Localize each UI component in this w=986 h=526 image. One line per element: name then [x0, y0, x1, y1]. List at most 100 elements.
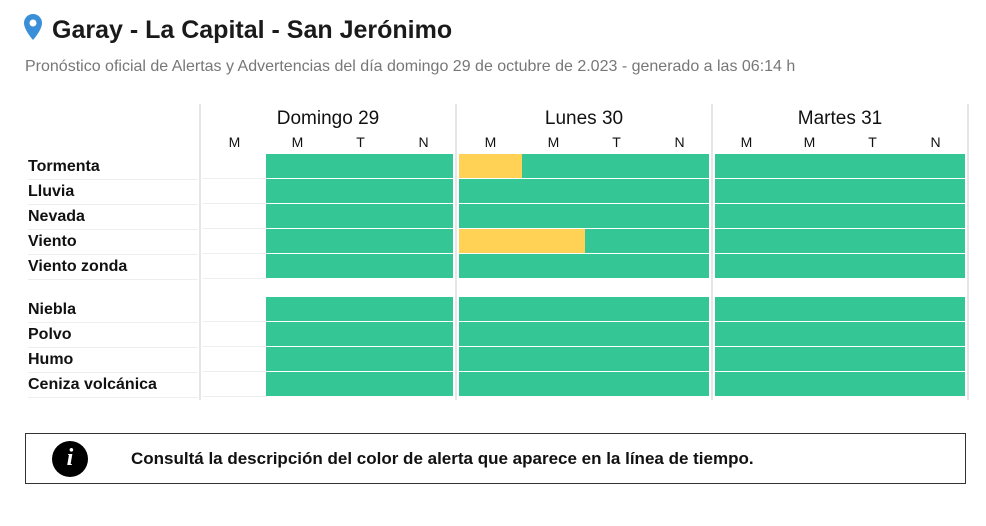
alert-cell-green [329, 297, 393, 321]
phenomenon-label: Nevada [28, 204, 198, 230]
alert-cell-green [266, 229, 330, 253]
alert-cell-green [585, 204, 649, 228]
period-label: M [547, 134, 560, 150]
day-header: Martes 31 [797, 108, 883, 129]
phenomenon-label: Viento zonda [28, 254, 198, 280]
empty-cell [203, 204, 267, 229]
alert-cell-green [904, 154, 965, 178]
alert-cell-green [841, 297, 905, 321]
empty-cell [203, 372, 267, 397]
alert-cell-green [648, 179, 709, 203]
alert-cell-green [648, 254, 709, 278]
period-label: M [484, 134, 497, 150]
alert-cell-yellow [459, 154, 523, 178]
alert-cell-green [266, 297, 330, 321]
alert-cell-green [904, 322, 965, 346]
alert-cell-green [904, 179, 965, 203]
period-label: T [868, 134, 877, 150]
alert-cell-green [585, 322, 649, 346]
alert-cell-green [904, 204, 965, 228]
alert-cell-green [841, 347, 905, 371]
alert-cell-green [459, 204, 523, 228]
alert-cell-green [522, 297, 586, 321]
alert-cell-green [329, 229, 393, 253]
empty-cell [203, 229, 267, 254]
column-divider [711, 104, 713, 400]
phenomenon-label: Humo [28, 347, 198, 373]
alert-cell-green [715, 297, 779, 321]
column-divider [199, 104, 201, 400]
alert-cell-green [329, 254, 393, 278]
alert-cell-green [778, 297, 842, 321]
empty-cell [203, 154, 267, 179]
alert-cell-green [266, 322, 330, 346]
period-label: T [612, 134, 621, 150]
alert-cell-green [904, 229, 965, 253]
alert-cell-green [715, 179, 779, 203]
alert-cell-green [715, 372, 779, 396]
alert-cell-green [841, 254, 905, 278]
alert-cell-green [392, 179, 453, 203]
alert-cell-green [904, 347, 965, 371]
period-label: N [930, 134, 941, 150]
location-name: Garay - La Capital - San Jerónimo [52, 16, 453, 44]
column-divider [967, 104, 969, 400]
alert-cell-green [266, 179, 330, 203]
alert-cell-green [522, 347, 586, 371]
column-divider [455, 104, 457, 400]
alert-cell-green [715, 347, 779, 371]
empty-cell [203, 297, 267, 322]
alert-cell-green [266, 372, 330, 396]
alert-cell-green [522, 254, 586, 278]
alert-cell-green [585, 154, 649, 178]
alert-cell-green [266, 347, 330, 371]
alert-cell-green [841, 204, 905, 228]
alert-cell-green [522, 154, 586, 178]
alert-cell-green [904, 297, 965, 321]
location-pin-icon [24, 14, 42, 47]
period-label: M [740, 134, 753, 150]
phenomenon-label: Viento [28, 229, 198, 255]
phenomenon-label: Lluvia [28, 179, 198, 205]
alert-cell-green [329, 179, 393, 203]
alert-cell-green [392, 347, 453, 371]
alert-cell-green [778, 254, 842, 278]
period-label: T [356, 134, 365, 150]
alert-cell-green [778, 179, 842, 203]
alert-cell-green [459, 297, 523, 321]
alert-cell-green [585, 372, 649, 396]
alert-cell-green [585, 179, 649, 203]
phenomenon-label: Polvo [28, 322, 198, 348]
alert-cell-green [715, 254, 779, 278]
alert-cell-green [329, 204, 393, 228]
alert-cell-green [585, 229, 649, 253]
alert-cell-green [585, 297, 649, 321]
alert-cell-green [715, 204, 779, 228]
alert-cell-green [522, 204, 586, 228]
alert-cell-green [841, 179, 905, 203]
alert-cell-green [715, 229, 779, 253]
alert-cell-green [459, 254, 523, 278]
period-label: M [291, 134, 304, 150]
page-title: Garay - La Capital - San Jerónimo [24, 14, 452, 47]
alert-cell-green [841, 322, 905, 346]
alert-cell-green [459, 322, 523, 346]
period-label: N [674, 134, 685, 150]
alert-cell-green [778, 347, 842, 371]
alert-cell-green [522, 322, 586, 346]
alert-cell-yellow [522, 229, 586, 253]
alert-cell-green [648, 322, 709, 346]
info-box: i Consultá la descripción del color de a… [25, 433, 966, 484]
alert-cell-green [778, 154, 842, 178]
alert-cell-green [329, 322, 393, 346]
alert-cell-green [392, 322, 453, 346]
alert-cell-green [392, 254, 453, 278]
alert-cell-green [648, 347, 709, 371]
period-label: M [803, 134, 816, 150]
alert-cell-green [648, 229, 709, 253]
period-label: N [418, 134, 429, 150]
alert-cell-green [648, 154, 709, 178]
info-icon: i [52, 440, 88, 477]
alert-cell-green [266, 154, 330, 178]
alert-cell-green [585, 347, 649, 371]
